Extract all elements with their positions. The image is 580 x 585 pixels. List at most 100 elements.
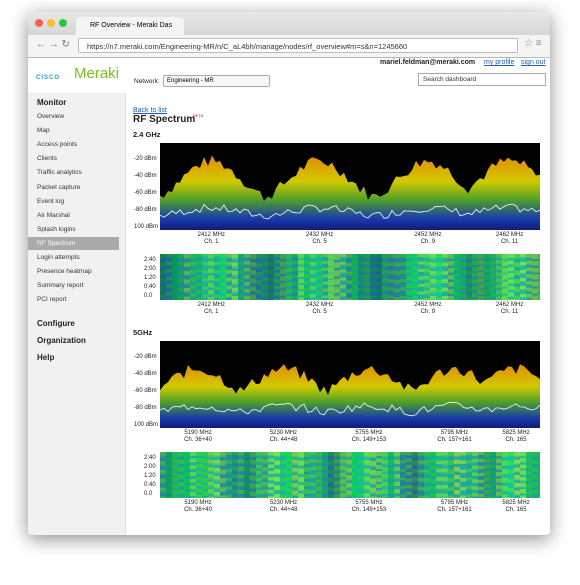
waterfall-column (208, 254, 214, 300)
waterfall-column (238, 452, 244, 498)
y-label: -80 dBm (134, 405, 157, 411)
channel-number: Ch. 44+48 (269, 437, 298, 443)
waterfall-column (160, 254, 166, 300)
signout-link[interactable]: sign out (521, 59, 546, 66)
nav-item[interactable]: Access points (37, 141, 78, 149)
time-label: 2:00 (144, 266, 156, 272)
section-title[interactable]: Configure (37, 319, 75, 328)
channel-label: 5795 MHz Ch. 157+161 (425, 430, 485, 444)
waterfall-column (538, 452, 540, 498)
waterfall-column (358, 452, 364, 498)
channel-number: Ch. 9 (420, 309, 436, 315)
browser-window: RF Overview - Meraki Das ← → ↻ https://n… (28, 12, 550, 535)
waterfall-column (292, 452, 298, 498)
section-title[interactable]: Organization (37, 336, 86, 345)
back-link[interactable]: Back to list (133, 107, 167, 114)
channel-freq: 2412 MHz (197, 302, 225, 308)
waterfall-column (298, 452, 304, 498)
nav-buttons[interactable]: ← → ↻ (36, 39, 70, 50)
waterfall-column (166, 452, 172, 498)
waterfall-column (178, 254, 184, 300)
waterfall-column (334, 452, 340, 498)
nav-item[interactable]: Splash logins (37, 225, 76, 233)
network-select[interactable]: Engineering - MR (163, 75, 270, 87)
nav-item[interactable]: RF Spectrum (28, 236, 119, 250)
waterfall-column (232, 452, 238, 498)
time-label: 0:40 (144, 284, 156, 290)
nav-item[interactable]: Overview (37, 113, 65, 120)
y-label: -80 dBm (134, 207, 157, 213)
channel-number: Ch. 36+40 (184, 437, 212, 443)
section-title[interactable]: Monitor (37, 98, 67, 107)
time-label: 1:20 (144, 275, 156, 281)
waterfall-column (460, 452, 466, 498)
nav-item[interactable]: Summary report (37, 282, 84, 290)
waterfall-column (220, 254, 226, 300)
waterfall-column (400, 452, 406, 498)
time-label: 2:00 (144, 464, 156, 470)
channel-freq: 5755 MHz (355, 430, 383, 436)
waterfall-column (286, 254, 292, 300)
channel-freq: 5825 MHz (502, 430, 530, 436)
channel-freq: 5825 MHz (502, 500, 530, 506)
channel-number: Ch. 5 (312, 239, 327, 245)
search-field[interactable]: Search dashboard (418, 73, 546, 86)
channel-number: Ch. 36+40 (184, 507, 212, 513)
nav-item[interactable]: Clients (37, 155, 57, 163)
y-label: -60 dBm (134, 388, 157, 394)
profile-link[interactable]: my profile (484, 59, 515, 66)
nav-item[interactable]: Presence heatmap (37, 268, 92, 276)
nav-item[interactable]: Event log (37, 197, 65, 205)
waterfall-column (412, 452, 418, 498)
waterfall-column (262, 452, 268, 498)
waterfall-column (160, 452, 166, 498)
bookmark-star[interactable]: ☆ ≡ (524, 38, 542, 49)
nav-item[interactable]: Air Marshal (37, 211, 70, 219)
nav-item[interactable]: Traffic analytics (37, 169, 82, 177)
waterfall (160, 452, 540, 498)
waterfall-column (286, 452, 292, 498)
channel-freq: 2452 MHz (414, 302, 442, 308)
waterfall-column (532, 254, 538, 300)
noise-line (160, 401, 540, 417)
nav-item[interactable]: PCI report (37, 296, 67, 304)
waterfall-column (442, 452, 448, 498)
waterfall-column (166, 254, 172, 300)
waterfall-column (442, 254, 448, 300)
waterfall-column (310, 452, 316, 498)
channel-number: Ch. 165 (505, 437, 527, 443)
waterfall-column (472, 452, 478, 498)
nav-item[interactable]: Login attempts (37, 254, 80, 261)
channel-number: Ch. 165 (505, 507, 527, 513)
channel-number: Ch. 9 (420, 239, 436, 245)
spectrum-plot (160, 143, 540, 230)
zoom-button[interactable] (59, 19, 67, 27)
section-title[interactable]: Help (37, 353, 55, 362)
waterfall-column (250, 254, 256, 300)
waterfall-column (244, 254, 250, 300)
spectrum-area (160, 364, 540, 428)
waterfall-column (202, 254, 208, 300)
url-field[interactable]: https://n7.meraki.com/Engineering-MR/n/C… (78, 38, 518, 53)
nav-item[interactable]: Packet capture (37, 183, 81, 191)
channel-freq: 2462 MHz (495, 232, 524, 238)
waterfall-column (490, 254, 496, 300)
channel-freq: 2452 MHz (414, 232, 442, 238)
waterfall-column (424, 254, 430, 300)
waterfall-column (364, 452, 370, 498)
tab[interactable]: RF Overview - Meraki Das (76, 17, 184, 35)
logo[interactable]: CISCO Meraki (36, 65, 119, 82)
minimize-button[interactable] (47, 19, 55, 27)
waterfall-column (322, 452, 328, 498)
channel-label: 5755 MHz Ch. 149+153 (339, 430, 399, 444)
waterfall-column (424, 452, 430, 498)
channel-label: 2452 MHz Ch. 9 (398, 232, 458, 246)
nav-item[interactable]: Map (37, 127, 50, 135)
waterfall-column (202, 452, 208, 498)
waterfall-column (514, 452, 520, 498)
waterfall-column (526, 452, 532, 498)
waterfall-column (304, 254, 310, 300)
channel-number: Ch. 11 (500, 239, 519, 245)
waterfall-column (478, 254, 484, 300)
close-button[interactable] (35, 19, 43, 27)
